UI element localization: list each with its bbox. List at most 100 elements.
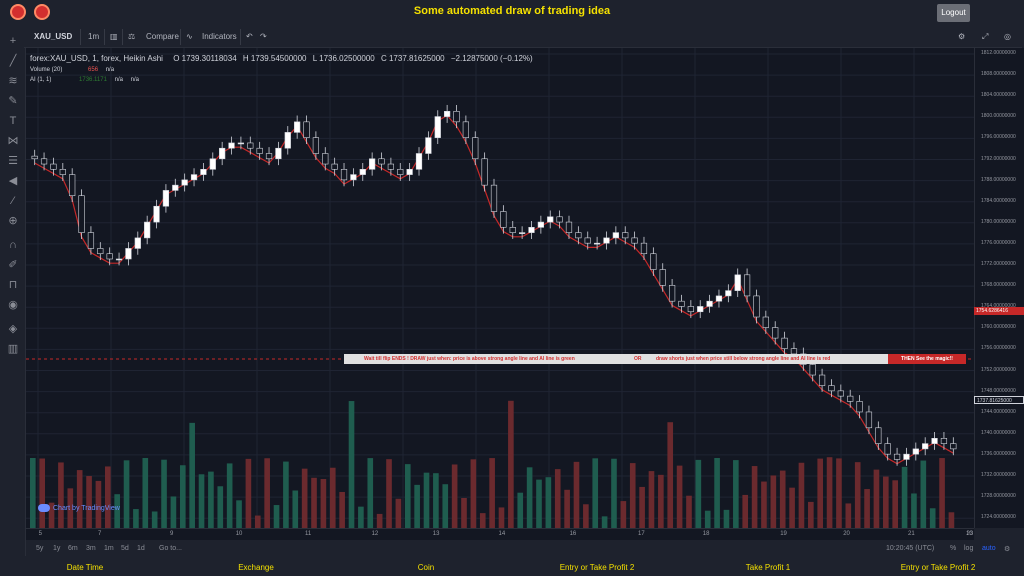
- footer-take-profit: Take Profit 1: [745, 563, 791, 572]
- footer-exchange: Exchange: [238, 563, 274, 572]
- range-5y[interactable]: 5y: [36, 545, 44, 552]
- candle-body: [547, 216, 554, 223]
- ai-label[interactable]: AI (1, 1): [30, 77, 52, 83]
- lock-drawings-icon[interactable]: ✐: [8, 259, 18, 271]
- volume-bar: [676, 465, 683, 528]
- candle-body: [809, 364, 816, 376]
- volume-bar: [236, 500, 242, 528]
- lock-icon[interactable]: ⊓: [8, 279, 18, 291]
- candle-body: [331, 163, 338, 170]
- range-1y[interactable]: 1y: [53, 545, 61, 552]
- price-tick: 1740.00000000: [981, 429, 1016, 436]
- redo-icon[interactable]: ↷: [260, 32, 267, 41]
- last-price-label: 1737.81625000: [974, 396, 1024, 404]
- logout-button[interactable]: Logout: [937, 4, 970, 22]
- volume-label[interactable]: Volume (20): [30, 67, 63, 73]
- volume-bar: [554, 469, 561, 528]
- candle-body: [772, 327, 779, 339]
- candle-body: [200, 169, 207, 175]
- pattern-icon[interactable]: ⋈: [7, 135, 19, 147]
- camera-icon[interactable]: ◎: [1004, 32, 1011, 41]
- symbol-search[interactable]: XAU_USD: [34, 32, 73, 41]
- time-tick: 21: [908, 531, 915, 537]
- candle-body: [593, 242, 601, 245]
- zoom-icon[interactable]: ⊕: [8, 215, 18, 227]
- volume-bar: [198, 474, 205, 528]
- volume-bar: [789, 487, 795, 528]
- range-1d[interactable]: 1d: [137, 545, 145, 552]
- percent-toggle[interactable]: %: [950, 545, 957, 552]
- volume-bar: [470, 459, 477, 528]
- candle-body: [303, 121, 310, 138]
- crosshair-price-label: 1754.6286416: [974, 307, 1024, 315]
- settings-icon[interactable]: ⚙: [958, 32, 966, 41]
- legend-symbol[interactable]: forex:XAU_USD, 1, forex, Heikin Ashi: [30, 54, 163, 63]
- text-icon[interactable]: T: [9, 115, 17, 127]
- range-5d[interactable]: 5d: [121, 545, 129, 552]
- axis-settings-icon[interactable]: ⚙: [1004, 546, 1011, 553]
- indicators-button[interactable]: Indicators: [202, 32, 237, 41]
- fib-icon[interactable]: ≋: [8, 75, 18, 87]
- eye-icon[interactable]: ◉: [8, 299, 18, 311]
- volume-bar: [901, 466, 908, 528]
- volume-bar: [498, 507, 505, 528]
- candle-body: [884, 443, 891, 455]
- volume-bar: [264, 458, 270, 528]
- candle-body: [790, 348, 798, 355]
- undo-icon[interactable]: ↶: [246, 32, 253, 41]
- candle-body: [294, 121, 301, 133]
- back-arrow-icon[interactable]: ◀: [8, 175, 18, 187]
- volume-bar: [845, 503, 852, 528]
- volume-bar: [451, 464, 458, 528]
- volume-bar: [592, 458, 599, 528]
- chart-canvas[interactable]: [26, 48, 988, 528]
- magnet-icon[interactable]: ∩: [9, 239, 17, 251]
- range-6m[interactable]: 6m: [68, 545, 78, 552]
- candle-body: [265, 153, 273, 160]
- volume-bar: [742, 494, 749, 528]
- goto-button[interactable]: Go to...: [159, 545, 182, 552]
- candle-body: [397, 169, 404, 175]
- range-3m[interactable]: 3m: [86, 545, 96, 552]
- volume-legend: Volume (20) 656 n/a: [30, 67, 114, 73]
- candle-body: [668, 285, 676, 302]
- range-1m[interactable]: 1m: [104, 545, 114, 552]
- ruler-icon[interactable]: ⁄: [12, 195, 14, 207]
- candle-body: [481, 158, 488, 186]
- time-axis[interactable]: 5 7 9 10 11 12 13 14 16 17 18 19 20 21 23 10: [26, 528, 974, 540]
- crosshair-icon[interactable]: +: [9, 35, 17, 47]
- tradingview-watermark[interactable]: Chart by TradingView: [38, 504, 120, 512]
- trash-icon[interactable]: ▥: [7, 343, 19, 355]
- brush-icon[interactable]: ✎: [8, 95, 18, 107]
- layers-icon[interactable]: ◈: [8, 323, 18, 335]
- candle-body: [584, 237, 591, 244]
- candle-body: [622, 232, 629, 239]
- volume-bar: [376, 513, 383, 528]
- price-chart[interactable]: forex:XAU_USD, 1, forex, Heikin Ashi O 1…: [26, 48, 988, 528]
- compare-icon[interactable]: ⚖: [128, 32, 136, 41]
- price-tick: 1732.00000000: [981, 472, 1016, 478]
- forecast-icon[interactable]: ☰: [8, 155, 18, 167]
- compare-button[interactable]: Compare: [146, 32, 179, 41]
- price-tick: 1768.00000000: [981, 282, 1016, 289]
- candle-body: [725, 290, 732, 297]
- volume-bar: [339, 491, 345, 528]
- candle-body: [931, 438, 938, 444]
- log-toggle[interactable]: log: [964, 545, 974, 552]
- ai-line: [34, 114, 954, 465]
- volume-bar: [573, 461, 580, 528]
- indicators-icon[interactable]: ∿: [186, 32, 193, 41]
- candle-body: [387, 163, 395, 170]
- bottom-toolbar: 5y 1y 6m 3m 1m 5d 1d Go to... 10:20:45 (…: [26, 540, 1024, 558]
- auto-toggle[interactable]: auto: [982, 545, 996, 552]
- volume-bar: [648, 471, 655, 528]
- fullscreen-icon[interactable]: ⤢: [982, 32, 989, 41]
- price-axis[interactable]: 1812.00000000 1808.00000000 1804.00000000 1…: [974, 48, 1024, 528]
- volume-bar: [30, 458, 36, 528]
- chart-type-icon[interactable]: ▥: [110, 32, 118, 41]
- interval-select[interactable]: 1m: [88, 32, 100, 41]
- trend-line-icon[interactable]: ╱: [9, 55, 17, 67]
- candle-body: [519, 232, 526, 234]
- clock[interactable]: 10:20:45 (UTC): [886, 545, 935, 552]
- volume-bar: [601, 516, 608, 528]
